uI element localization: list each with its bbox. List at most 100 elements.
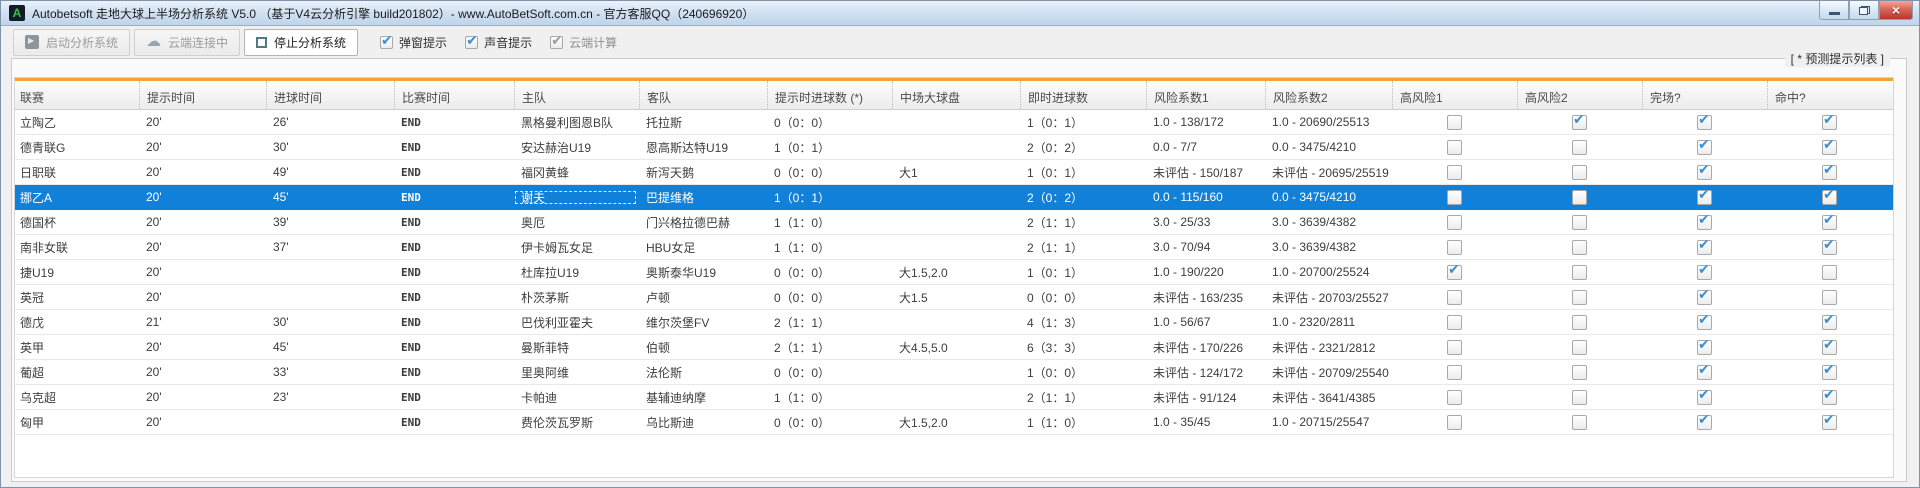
high-risk1-checkbox[interactable]: [1447, 189, 1462, 205]
finished-checkbox[interactable]: [1697, 114, 1712, 130]
cell-high-risk2: [1517, 139, 1642, 155]
cloud-calc-checkbox[interactable]: 云端计算: [550, 32, 617, 51]
close-button[interactable]: ×: [1879, 1, 1913, 20]
table-row[interactable]: 英甲 20' 45' END 曼斯菲特 伯顿 2（1：1） 大4.5,5.0 6（3：3） 未评估…: [15, 335, 1893, 360]
high-risk1-checkbox[interactable]: [1447, 389, 1462, 405]
table-row[interactable]: 德戊 21' 30' END 巴伐利亚霍夫 维尔茨堡FV 2（1：1） 4（1：3） 1.0 -…: [15, 310, 1893, 335]
high-risk1-checkbox[interactable]: [1447, 214, 1462, 230]
column-header-6[interactable]: 客队: [639, 81, 767, 109]
hit-checkbox[interactable]: [1822, 339, 1837, 355]
cell-league: 英冠: [20, 290, 45, 305]
hit-checkbox[interactable]: [1822, 414, 1837, 430]
high-risk2-checkbox[interactable]: [1572, 339, 1587, 355]
high-risk2-checkbox[interactable]: [1572, 289, 1587, 305]
table-row[interactable]: 捷U19 20' END 杜库拉U19 奥斯泰华U19 0（0：0） 大1.5,2.0 1（0…: [15, 260, 1893, 285]
table-row[interactable]: 南非女联 20' 37' END 伊卡姆瓦女足 HBU女足 1（1：0） 2（1：1） 3.0 …: [15, 235, 1893, 260]
hit-checkbox[interactable]: [1822, 239, 1837, 255]
hit-checkbox[interactable]: [1822, 314, 1837, 330]
column-header-3[interactable]: 进球时间: [266, 81, 394, 109]
hit-checkbox[interactable]: [1822, 289, 1837, 305]
cell-high-risk2: [1517, 339, 1642, 355]
high-risk2-checkbox[interactable]: [1572, 139, 1587, 155]
high-risk1-checkbox[interactable]: [1447, 164, 1462, 180]
column-header-8[interactable]: 中场大球盘: [892, 81, 1020, 109]
start-analysis-button[interactable]: 启动分析系统: [13, 28, 131, 56]
table-row[interactable]: 德国杯 20' 39' END 奥厄 门兴格拉德巴赫 1（1：0） 2（1：1） 3.0 - 2…: [15, 210, 1893, 235]
high-risk1-checkbox[interactable]: [1447, 139, 1462, 155]
finished-checkbox[interactable]: [1697, 289, 1712, 305]
table-row[interactable]: 德青联G 20' 30' END 安达赫治U19 恩高斯达特U19 1（0：1） 2（0：2）…: [15, 135, 1893, 160]
table-row[interactable]: 匈甲 20' END 费伦茨瓦罗斯 乌比斯迪 0（0：0） 大1.5,2.0 1（1：0） 1.…: [15, 410, 1893, 435]
cell-high-risk2: [1517, 214, 1642, 230]
high-risk1-checkbox[interactable]: [1447, 289, 1462, 305]
finished-checkbox[interactable]: [1697, 239, 1712, 255]
table-row[interactable]: 英冠 20' END 朴茨茅斯 卢顿 0（0：0） 大1.5 0（0：0） 未评估 - 163/…: [15, 285, 1893, 310]
cell-hit: [1767, 264, 1892, 280]
table-row[interactable]: 乌克超 20' 23' END 卡帕迪 基辅迪纳摩 1（1：0） 2（1：1） 未评估 - 91…: [15, 385, 1893, 410]
finished-checkbox[interactable]: [1697, 214, 1712, 230]
finished-checkbox[interactable]: [1697, 339, 1712, 355]
high-risk2-checkbox[interactable]: [1572, 114, 1587, 130]
cloud-connect-button[interactable]: 云端连接中: [134, 28, 241, 56]
high-risk2-checkbox[interactable]: [1572, 264, 1587, 280]
hit-checkbox[interactable]: [1822, 264, 1837, 280]
high-risk1-checkbox[interactable]: [1447, 339, 1462, 355]
cell-hit: [1767, 414, 1892, 430]
finished-checkbox[interactable]: [1697, 414, 1712, 430]
column-header-15[interactable]: 命中?: [1767, 81, 1892, 109]
minimize-button[interactable]: [1819, 1, 1849, 20]
high-risk2-checkbox[interactable]: [1572, 364, 1587, 380]
hit-checkbox[interactable]: [1822, 189, 1837, 205]
hit-checkbox[interactable]: [1822, 214, 1837, 230]
high-risk2-checkbox[interactable]: [1572, 239, 1587, 255]
table-row[interactable]: 立陶乙 20' 26' END 黑格曼利图恩B队 托拉斯 0（0：0） 1（0：1） 1.0 -…: [15, 110, 1893, 135]
finished-checkbox[interactable]: [1697, 189, 1712, 205]
cell-match-time: END: [401, 340, 421, 354]
finished-checkbox[interactable]: [1697, 164, 1712, 180]
column-header-9[interactable]: 即时进球数: [1020, 81, 1146, 109]
column-header-13[interactable]: 高风险2: [1517, 81, 1642, 109]
table-row[interactable]: 葡超 20' 33' END 里奥阿维 法伦斯 0（0：0） 1（0：0） 未评估 - 124/…: [15, 360, 1893, 385]
high-risk1-checkbox[interactable]: [1447, 314, 1462, 330]
high-risk2-checkbox[interactable]: [1572, 164, 1587, 180]
table-row[interactable]: 挪乙A 20' 45' END 谢夫 巴提维格 1（0：1） 2（0：2） 0.0 - 115/…: [15, 185, 1893, 210]
hit-checkbox[interactable]: [1822, 139, 1837, 155]
high-risk2-checkbox[interactable]: [1572, 389, 1587, 405]
high-risk2-checkbox[interactable]: [1572, 214, 1587, 230]
high-risk2-checkbox[interactable]: [1572, 314, 1587, 330]
column-header-5[interactable]: 主队: [514, 81, 639, 109]
high-risk2-checkbox[interactable]: [1572, 189, 1587, 205]
high-risk1-checkbox[interactable]: [1447, 414, 1462, 430]
column-header-2[interactable]: 提示时间: [139, 81, 266, 109]
cell-high-risk1: [1392, 139, 1517, 155]
column-header-14[interactable]: 完场?: [1642, 81, 1767, 109]
cell-home: 卡帕迪: [521, 390, 558, 405]
finished-checkbox[interactable]: [1697, 314, 1712, 330]
hit-checkbox[interactable]: [1822, 389, 1837, 405]
restore-button[interactable]: [1849, 1, 1879, 20]
popup-alert-checkbox[interactable]: 弹窗提示: [380, 32, 447, 51]
finished-checkbox[interactable]: [1697, 389, 1712, 405]
high-risk1-checkbox[interactable]: [1447, 264, 1462, 280]
finished-checkbox[interactable]: [1697, 264, 1712, 280]
hit-checkbox[interactable]: [1822, 164, 1837, 180]
stop-analysis-button[interactable]: 停止分析系统: [244, 28, 359, 56]
column-header-10[interactable]: 风险系数1: [1146, 81, 1265, 109]
high-risk1-checkbox[interactable]: [1447, 239, 1462, 255]
high-risk2-checkbox[interactable]: [1572, 414, 1587, 430]
high-risk1-checkbox[interactable]: [1447, 114, 1462, 130]
cell-goal-time: 45': [273, 340, 289, 354]
column-header-4[interactable]: 比赛时间: [394, 81, 514, 109]
high-risk1-checkbox[interactable]: [1447, 364, 1462, 380]
finished-checkbox[interactable]: [1697, 139, 1712, 155]
column-header-12[interactable]: 高风险1: [1392, 81, 1517, 109]
hit-checkbox[interactable]: [1822, 364, 1837, 380]
column-header-7[interactable]: 提示时进球数 (*): [767, 81, 892, 109]
hit-checkbox[interactable]: [1822, 114, 1837, 130]
column-header-11[interactable]: 风险系数2: [1265, 81, 1392, 109]
column-header-1[interactable]: 联赛: [20, 91, 45, 105]
sound-alert-checkbox[interactable]: 声音提示: [465, 32, 532, 51]
cell-away: 巴提维格: [646, 190, 695, 205]
table-row[interactable]: 日职联 20' 49' END 福冈黄蜂 新泻天鹅 0（0：0） 大1 1（0：1） 未评估 - …: [15, 160, 1893, 185]
finished-checkbox[interactable]: [1697, 364, 1712, 380]
